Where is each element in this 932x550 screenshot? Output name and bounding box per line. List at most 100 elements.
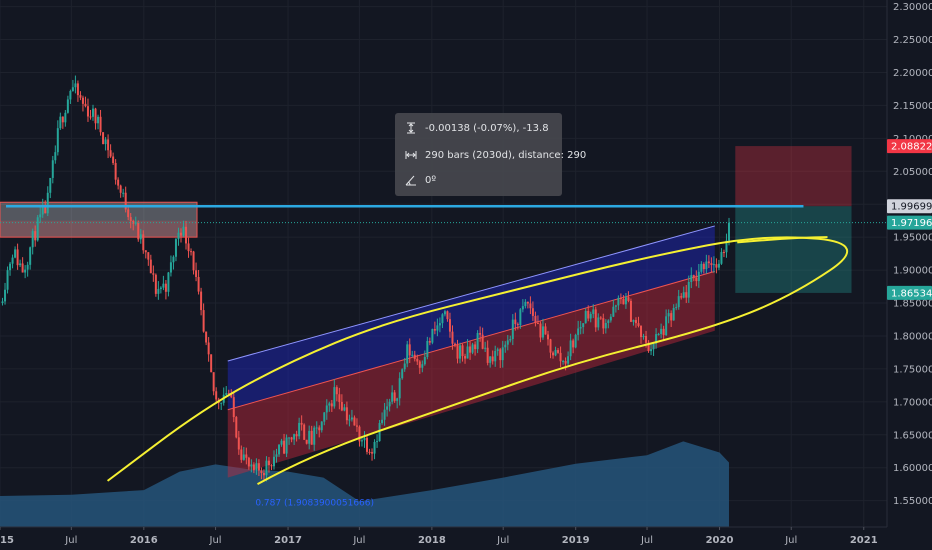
candle-body bbox=[448, 319, 451, 332]
tooltip-row-bars: 290 bars (2030d), distance: 290 bbox=[405, 149, 586, 161]
candle-body bbox=[602, 318, 605, 329]
candle-body bbox=[272, 456, 275, 467]
candle-body bbox=[645, 335, 648, 343]
candle-body bbox=[74, 83, 77, 88]
candle-body bbox=[682, 292, 685, 298]
candle-body bbox=[200, 291, 203, 311]
candle-body bbox=[685, 292, 688, 298]
candle-body bbox=[416, 358, 419, 362]
candle-body bbox=[657, 334, 660, 336]
candle-body bbox=[396, 398, 399, 401]
candle-body bbox=[572, 340, 575, 348]
candle-body bbox=[255, 463, 258, 471]
price-tick-label: 1.65000 bbox=[893, 430, 932, 441]
candle-body bbox=[278, 444, 281, 455]
time-tick-label: 2018 bbox=[418, 535, 446, 546]
candle-body bbox=[298, 422, 301, 437]
candle-body bbox=[338, 394, 341, 402]
candle-body bbox=[373, 441, 376, 454]
time-tick-label: Jul bbox=[496, 535, 509, 546]
candle-body bbox=[428, 341, 431, 343]
price-tick-label: 1.85000 bbox=[893, 299, 932, 310]
candle-body bbox=[665, 316, 668, 336]
candle-body bbox=[129, 217, 132, 221]
candle-body bbox=[232, 397, 235, 418]
candle-body bbox=[152, 273, 155, 275]
candle-body bbox=[1, 301, 4, 304]
candle-body bbox=[622, 299, 625, 305]
candle-body bbox=[250, 464, 253, 467]
time-tick-label: Jul bbox=[640, 535, 653, 546]
candle-body bbox=[94, 108, 97, 124]
candle-body bbox=[64, 112, 67, 123]
candle-body bbox=[712, 264, 715, 266]
candle-body bbox=[371, 452, 374, 454]
candle-body bbox=[310, 430, 313, 445]
candle-body bbox=[554, 350, 557, 356]
candle-body bbox=[509, 338, 512, 341]
time-tick-label: Jul bbox=[209, 535, 222, 546]
candle-body bbox=[617, 297, 620, 306]
candle-body bbox=[466, 346, 469, 359]
candle-body bbox=[519, 309, 522, 326]
candle-body bbox=[687, 281, 690, 298]
candle-body bbox=[634, 320, 637, 324]
candle-body bbox=[436, 325, 439, 331]
candle-body bbox=[655, 334, 658, 344]
candle-body bbox=[592, 309, 595, 314]
candle-body bbox=[177, 232, 180, 240]
time-tick-label: 2016 bbox=[130, 535, 158, 546]
candle-body bbox=[112, 156, 115, 164]
price-tick-label: 1.95000 bbox=[893, 233, 932, 244]
candle-body bbox=[144, 250, 147, 253]
candle-body bbox=[358, 426, 361, 442]
candle-body bbox=[66, 99, 69, 113]
candle-body bbox=[107, 139, 110, 151]
candle-body bbox=[109, 150, 112, 157]
candle-body bbox=[496, 349, 499, 351]
candle-body bbox=[237, 437, 240, 450]
price-tick-label: 1.60000 bbox=[893, 463, 932, 474]
candle-body bbox=[695, 277, 698, 282]
candle-body bbox=[24, 269, 27, 273]
candle-body bbox=[46, 192, 49, 214]
candle-body bbox=[461, 345, 464, 357]
candle-body bbox=[300, 422, 303, 425]
candle-body bbox=[529, 303, 532, 309]
candle-body bbox=[4, 289, 7, 302]
time-tick-label: 2020 bbox=[706, 535, 734, 546]
tooltip-bar-count: 290 bars (2030d), distance: 290 bbox=[425, 149, 587, 161]
candle-body bbox=[117, 179, 120, 186]
candle-body bbox=[534, 315, 537, 324]
candle-body bbox=[692, 275, 695, 278]
position-target-zone bbox=[735, 206, 852, 293]
candle-body bbox=[567, 356, 570, 364]
candle-body bbox=[584, 310, 587, 324]
candle-body bbox=[539, 323, 542, 338]
candle-body bbox=[295, 434, 298, 437]
candle-body bbox=[16, 249, 19, 266]
candle-body bbox=[328, 403, 331, 406]
candle-body bbox=[438, 323, 441, 326]
candle-body bbox=[320, 421, 323, 431]
candle-body bbox=[227, 393, 230, 395]
candle-body bbox=[546, 334, 549, 340]
tooltip-angle: 0º bbox=[425, 174, 437, 186]
candle-body bbox=[36, 217, 39, 241]
candle-body bbox=[355, 425, 358, 427]
candle-body bbox=[552, 352, 555, 356]
candle-body bbox=[293, 434, 296, 440]
candle-body bbox=[195, 270, 198, 277]
price-tick-label: 2.25000 bbox=[893, 35, 932, 46]
candle-body bbox=[79, 95, 82, 98]
candle-body bbox=[722, 252, 725, 254]
candle-body bbox=[629, 300, 632, 322]
candle-body bbox=[426, 341, 429, 358]
candle-body bbox=[574, 334, 577, 348]
candle-body bbox=[192, 251, 195, 271]
candle-body bbox=[675, 307, 678, 309]
supply-zone-lower bbox=[0, 220, 198, 238]
price-badge-label: 2.08822 bbox=[891, 142, 932, 153]
